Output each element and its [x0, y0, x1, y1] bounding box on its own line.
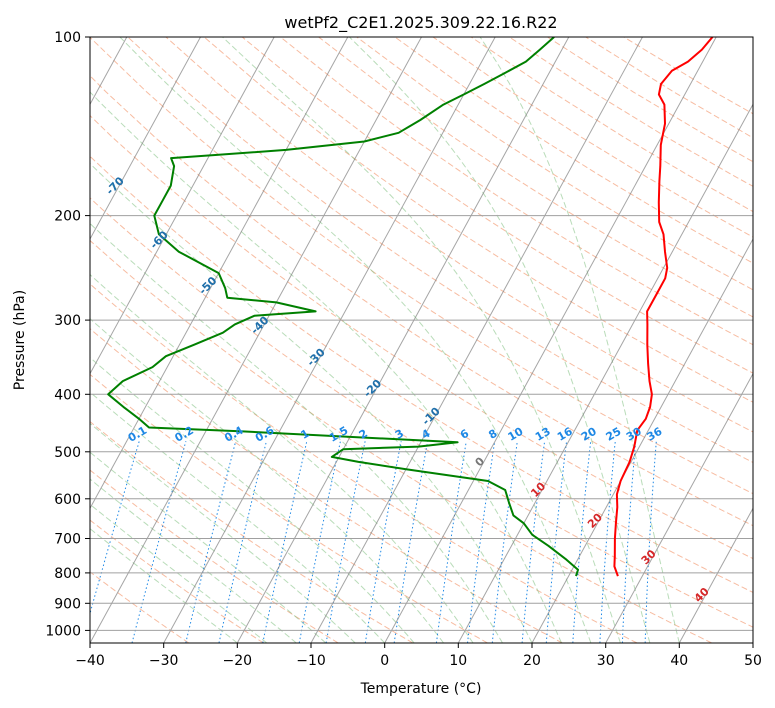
y-tick-label: 900: [54, 596, 81, 612]
y-tick-label: 600: [54, 492, 81, 508]
x-axis: −40 −30 −20 −10 0 10 20 30 40 50: [75, 643, 762, 669]
isotherm-line: [163, 37, 496, 643]
mixing-ratio-line: [218, 441, 267, 643]
mixing-ratio-line: [621, 441, 637, 643]
y-tick-label: 100: [54, 30, 81, 46]
isotherm-line: [678, 507, 753, 643]
mixing-ratio-line: [131, 441, 187, 643]
x-tick-label: −40: [75, 653, 105, 669]
grid-lines: [90, 37, 753, 643]
moist-adiabat: [479, 37, 680, 643]
dry-adiabat: [90, 75, 753, 527]
isotherm-line: [384, 37, 717, 643]
dry-adiabat: [90, 283, 638, 643]
dry-adiabat: [90, 519, 264, 643]
x-tick-label: −20: [223, 653, 253, 669]
data-series: [107, 37, 714, 577]
y-tick-label: 400: [54, 387, 81, 403]
y-tick-label: 300: [54, 313, 81, 329]
moist-adiabat: [119, 37, 592, 643]
dry-adiabat: [318, 37, 753, 318]
x-tick-label: −10: [296, 653, 326, 669]
x-tick-label: 50: [744, 653, 762, 669]
moist-adiabat: [90, 503, 268, 643]
mixing-ratio-line: [572, 441, 592, 643]
dry-adiabat: [90, 373, 488, 643]
mixing-ratio-line: [435, 441, 467, 643]
x-tick-label: 30: [597, 653, 615, 669]
dry-adiabat: [90, 37, 753, 495]
chart-title: wetPf2_C2E1.2025.309.22.16.R22: [284, 13, 557, 33]
mixing-ratio-line: [644, 441, 657, 643]
mixing-ratio-line: [262, 441, 308, 643]
mixing-ratio-line: [90, 441, 140, 616]
mixing-ratio-line: [491, 441, 518, 643]
y-axis-label: Pressure (hPa): [12, 290, 28, 390]
dry-adiabat: [90, 197, 753, 628]
mixing-ratio-line: [298, 441, 341, 643]
moist-adiabat: [222, 37, 621, 643]
x-tick-label: 0: [380, 653, 389, 669]
moist-adiabat: [90, 222, 503, 643]
moist-adiabat: [90, 91, 562, 643]
mixing-ratio-line: [325, 441, 366, 643]
moist-adiabat: [90, 273, 474, 643]
dry-adiabat: [165, 37, 753, 433]
y-tick-label: 200: [54, 209, 81, 225]
moist-adiabat: [90, 318, 444, 643]
dry-adiabat: [90, 155, 753, 593]
dry-adiabat: [90, 571, 190, 643]
isotherm-line: [236, 37, 570, 643]
y-axis: 1000 900 800 700 600 500 400 300 200 100: [45, 30, 90, 639]
x-tick-label: 10: [449, 653, 467, 669]
moist-adiabat: [349, 37, 651, 643]
moist-adiabat: [90, 478, 297, 643]
x-axis-label: Temperature (°C): [360, 681, 482, 697]
moist-adiabat: [90, 451, 327, 643]
y-tick-label: 1000: [45, 623, 81, 639]
mixing-ratio-line: [521, 441, 546, 643]
x-tick-label: −30: [149, 653, 179, 669]
plot-frame: [89, 36, 754, 644]
mixing-ratio-line: [467, 441, 496, 643]
mixing-ratio-line: [599, 441, 616, 643]
mixing-ratio-line: [185, 441, 237, 643]
isotherm-line: [90, 37, 349, 510]
moist-adiabat: [90, 391, 386, 643]
isotherm-line: [457, 103, 753, 643]
moist-adiabat: [90, 528, 238, 643]
isotherm-line: [531, 237, 753, 643]
dry-adiabat: [90, 469, 339, 643]
mixing-ratio-line: [364, 441, 402, 643]
y-tick-label: 500: [54, 445, 81, 461]
dry-adiabat: [90, 114, 753, 560]
isotherm-line: [310, 37, 643, 643]
x-tick-label: 40: [670, 653, 688, 669]
x-tick-label: 20: [523, 653, 541, 669]
mixing-ratio-line: [545, 441, 568, 643]
isotherm-line: [90, 37, 201, 241]
isotherm-line: [90, 37, 422, 643]
isotherm-line: [90, 37, 275, 375]
dry-adiabat: [90, 239, 712, 643]
y-tick-label: 800: [54, 566, 81, 582]
series-line-red: [613, 37, 714, 577]
series-line-green: [107, 37, 579, 577]
isotherm-line: [605, 372, 753, 643]
y-tick-label: 700: [54, 532, 81, 548]
dry-adiabat: [241, 37, 753, 374]
